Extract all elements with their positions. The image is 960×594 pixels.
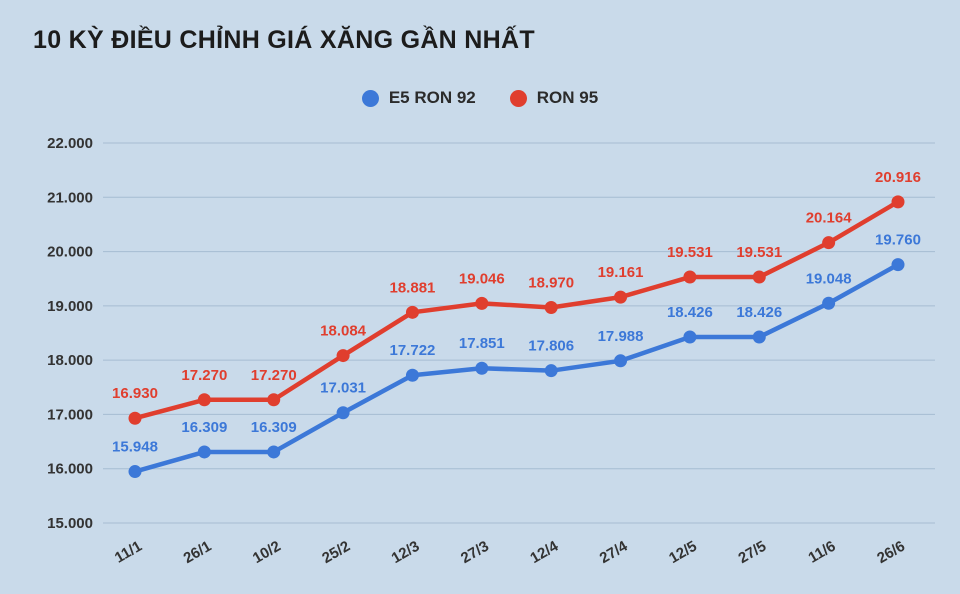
chart-title: 10 KỲ ĐIỀU CHỈNH GIÁ XĂNG GẦN NHẤT xyxy=(33,26,535,54)
x-axis-tick-label: 12/3 xyxy=(389,538,423,567)
data-point xyxy=(822,236,836,250)
legend-label: RON 95 xyxy=(536,88,599,107)
series-line xyxy=(132,262,901,474)
data-point xyxy=(128,465,142,479)
x-axis-tick-label: 10/2 xyxy=(250,538,284,567)
data-point xyxy=(197,393,211,407)
x-axis-tick-label: 27/5 xyxy=(735,538,769,567)
data-point xyxy=(405,305,419,319)
data-label: 18.970 xyxy=(528,274,574,291)
x-axis-tick-label: 12/5 xyxy=(666,538,700,567)
y-axis-tick-label: 15.000 xyxy=(47,515,93,532)
data-label: 19.760 xyxy=(875,232,921,249)
data-label: 19.161 xyxy=(598,264,644,281)
data-point xyxy=(475,361,489,375)
x-axis-tick-label: 12/4 xyxy=(527,537,561,567)
legend-label: E5 RON 92 xyxy=(388,88,476,107)
data-point xyxy=(197,445,211,459)
data-label: 17.851 xyxy=(459,335,505,352)
series-line xyxy=(132,199,901,421)
data-point xyxy=(752,270,766,284)
x-axis-tick-label: 26/1 xyxy=(181,538,215,567)
data-point xyxy=(891,258,905,272)
data-label: 18.084 xyxy=(320,323,367,340)
data-point xyxy=(544,364,558,378)
data-label: 18.426 xyxy=(736,304,782,321)
data-label: 17.722 xyxy=(390,342,436,359)
data-label: 15.948 xyxy=(112,439,158,456)
data-label: 20.164 xyxy=(806,210,853,227)
data-label: 17.031 xyxy=(320,380,366,397)
data-point xyxy=(752,330,766,344)
y-axis-tick-label: 17.000 xyxy=(47,406,93,423)
data-label: 17.988 xyxy=(598,328,644,345)
legend-dot-red-icon xyxy=(509,89,527,107)
data-point xyxy=(475,296,489,310)
x-axis-tick-label: 11/1 xyxy=(112,538,145,567)
data-label: 20.916 xyxy=(875,169,921,186)
x-axis-tick-label: 27/4 xyxy=(597,537,631,567)
legend-dot-blue-icon xyxy=(361,89,379,107)
data-point xyxy=(614,290,628,304)
data-label: 18.881 xyxy=(390,279,436,296)
y-axis-tick-label: 20.000 xyxy=(47,244,93,261)
data-label: 19.048 xyxy=(806,270,852,287)
y-axis-tick-label: 21.000 xyxy=(47,189,93,206)
legend-item-e5-ron-92: E5 RON 92 xyxy=(361,88,476,108)
data-point xyxy=(891,195,905,209)
data-point xyxy=(544,300,558,314)
data-point xyxy=(267,445,281,459)
data-point xyxy=(267,393,281,407)
x-axis-tick-label: 11/6 xyxy=(806,538,839,567)
data-point xyxy=(405,368,419,382)
data-point xyxy=(822,296,836,310)
x-axis-tick-label: 27/3 xyxy=(458,538,492,567)
legend-item-ron-95: RON 95 xyxy=(509,88,599,108)
data-label: 19.046 xyxy=(459,270,505,287)
data-label: 17.270 xyxy=(181,367,227,384)
data-label: 18.426 xyxy=(667,304,713,321)
data-label: 16.309 xyxy=(181,419,227,436)
data-point xyxy=(683,270,697,284)
y-axis-tick-label: 22.000 xyxy=(47,135,93,152)
data-label: 16.309 xyxy=(251,419,297,436)
chart-legend: E5 RON 92 RON 95 xyxy=(0,88,960,108)
data-label: 17.270 xyxy=(251,367,297,384)
data-label: 19.531 xyxy=(736,244,782,261)
data-point xyxy=(336,406,350,420)
data-point xyxy=(683,330,697,344)
x-axis-tick-label: 26/6 xyxy=(874,538,908,567)
x-axis-tick-label: 25/2 xyxy=(319,538,353,567)
data-point xyxy=(614,354,628,368)
data-point xyxy=(336,349,350,363)
y-axis-tick-label: 19.000 xyxy=(47,298,93,315)
data-label: 19.531 xyxy=(667,244,713,261)
y-axis-tick-label: 16.000 xyxy=(47,461,93,478)
data-point xyxy=(128,411,142,425)
y-axis-tick-label: 18.000 xyxy=(47,352,93,369)
data-label: 17.806 xyxy=(528,338,574,355)
data-label: 16.930 xyxy=(112,385,158,402)
